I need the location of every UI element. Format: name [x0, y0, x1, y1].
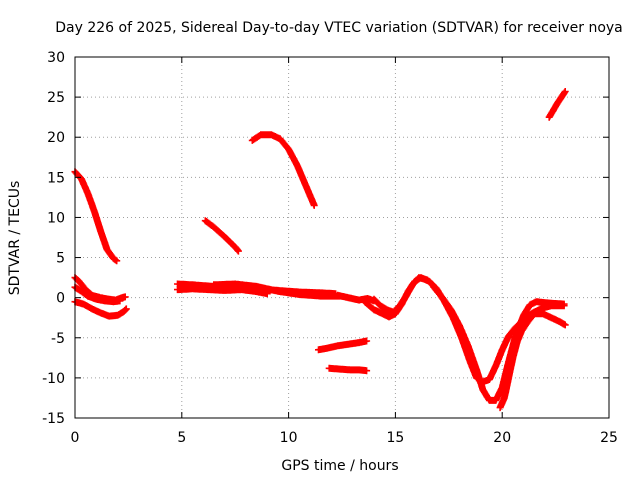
y-tick-label: 20 [47, 130, 65, 146]
plot-area-border [74, 56, 610, 419]
x-tick-label: 20 [493, 430, 511, 446]
x-tick-label: 25 [600, 430, 618, 446]
x-tick-label: 0 [71, 430, 80, 446]
axis-ticks: 0 5 10 15 20 25 -15 -10 -5 0 5 10 15 20 25 30 [42, 50, 618, 446]
y-axis-label: SDTVAR / TECUs [7, 181, 23, 296]
x-axis-label: GPS time / hours [281, 458, 398, 474]
y-tick-label: 15 [47, 170, 65, 186]
chart-title: Day 226 of 2025, Sidereal Day-to-day VTE… [55, 20, 623, 36]
series-arc-g [210, 280, 344, 300]
series-arc-j [334, 291, 378, 305]
x-tick-label: 10 [280, 430, 298, 446]
y-tick-label: 0 [56, 291, 65, 307]
series-arc-f [174, 285, 271, 298]
y-tick-label: 10 [47, 210, 65, 226]
series-arc-q [545, 88, 569, 121]
y-tick-label: -10 [42, 371, 65, 387]
series-arc-i [248, 131, 318, 209]
series-arc-p [325, 364, 371, 375]
y-tick-label: -5 [51, 331, 65, 347]
y-tick-label: 25 [47, 90, 65, 106]
series-arc-o [315, 337, 371, 354]
x-tick-label: 15 [386, 430, 404, 446]
x-tick-label: 5 [177, 430, 186, 446]
y-tick-label: 5 [56, 251, 65, 267]
y-tick-label: 30 [47, 50, 65, 66]
series-arc-h [201, 217, 242, 255]
y-tick-label: -15 [42, 411, 65, 427]
series-arc-n [496, 310, 569, 412]
